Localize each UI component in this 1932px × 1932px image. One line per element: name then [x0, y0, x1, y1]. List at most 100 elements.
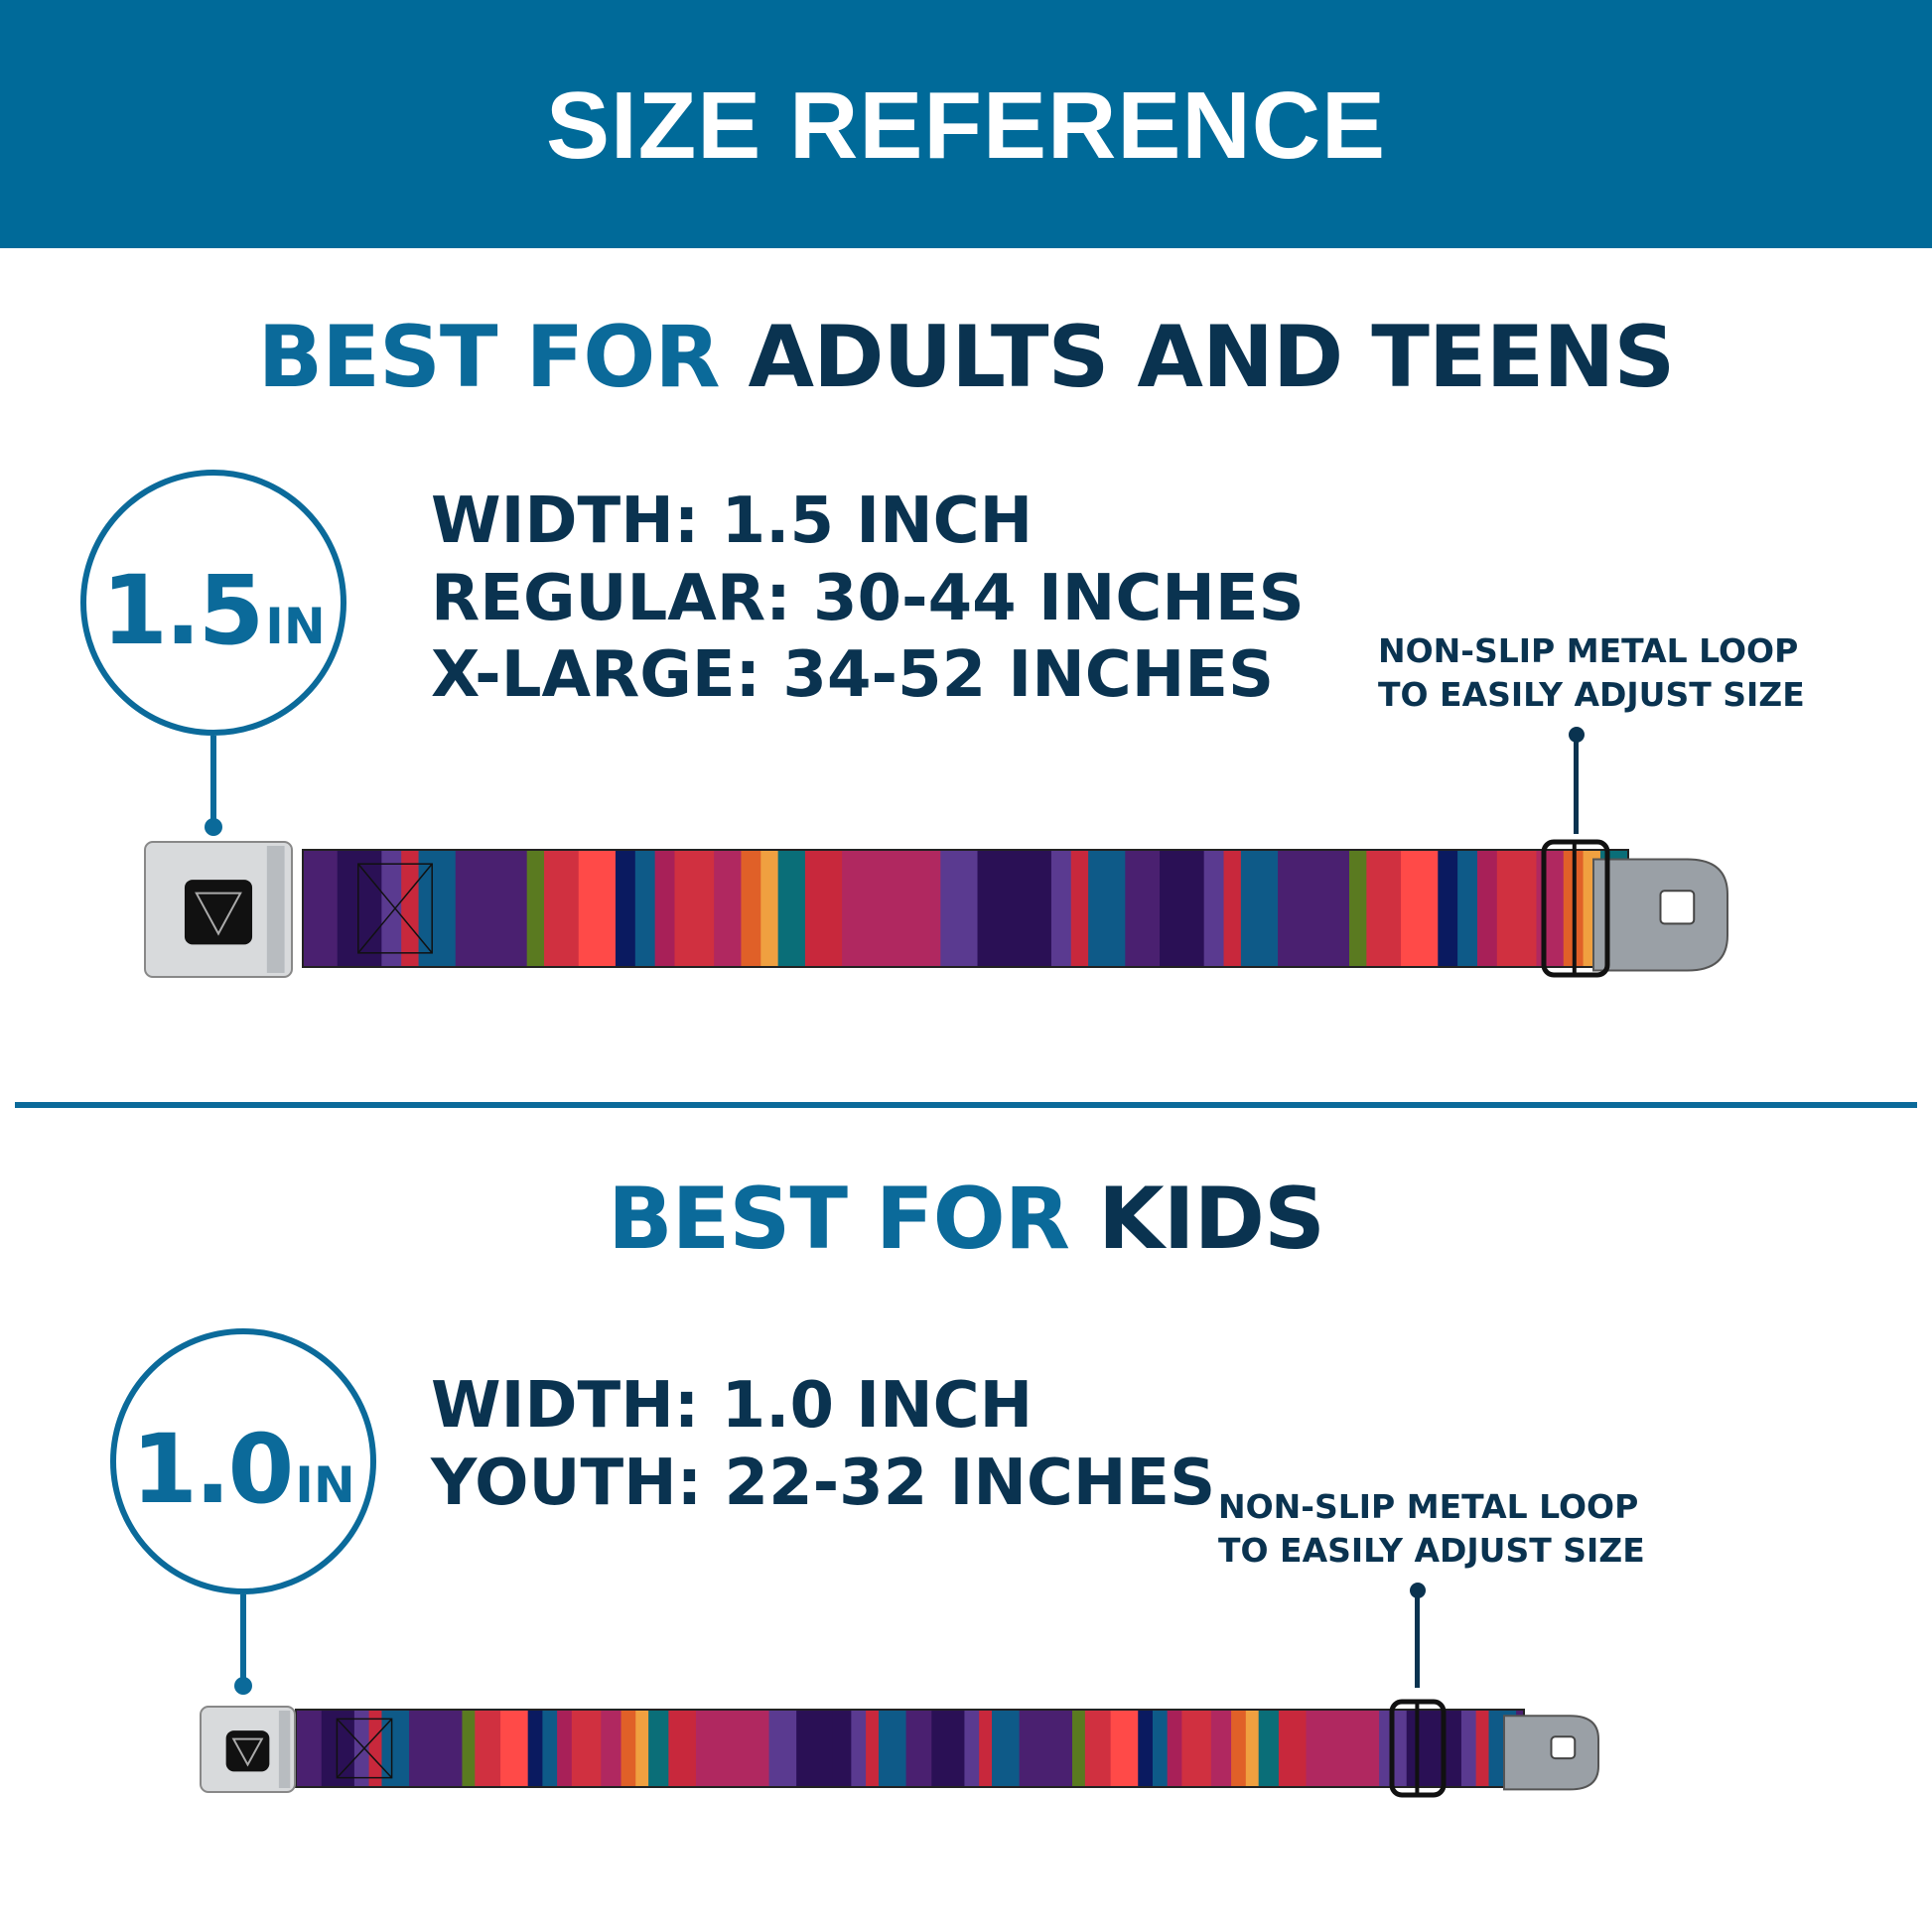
belt-stripe — [1223, 850, 1242, 967]
belt-stripe — [851, 1710, 867, 1787]
belt-stripe — [557, 1710, 573, 1787]
belt-stripe — [621, 1710, 636, 1787]
belt-stripe — [777, 850, 806, 967]
belt-stripe — [1084, 1710, 1112, 1787]
adult-belt-image — [144, 839, 1728, 978]
belt-stripe — [401, 850, 420, 967]
belt-stripe — [1438, 850, 1458, 967]
belt-stripe — [674, 850, 715, 967]
kids-belt-image — [200, 1699, 1599, 1798]
belt-stripe — [964, 1710, 980, 1787]
metal-loop — [1389, 1699, 1447, 1798]
metal-loop — [1541, 839, 1610, 978]
belt-stripe — [1160, 850, 1205, 967]
belt-stripe — [368, 1710, 382, 1787]
belt-stripe — [1088, 850, 1126, 967]
belt-stripe — [409, 1710, 463, 1787]
belt-stripe — [1125, 850, 1161, 967]
note-line: TO EASILY ADJUST SIZE — [1218, 1531, 1645, 1570]
belt-stripe — [804, 850, 843, 967]
width-badge-kids: 1.0 IN — [110, 1328, 376, 1594]
belt-stripe — [578, 850, 617, 967]
belt-stripe — [992, 1710, 1021, 1787]
width-badge-adult: 1.5 IN — [80, 470, 346, 736]
belt-stripe — [296, 1710, 323, 1787]
belt-stripe — [714, 850, 742, 967]
belt-stripe — [842, 850, 917, 967]
spec-width: WIDTH: 1.0 INCH — [431, 1369, 1034, 1443]
belt-stripe — [796, 1710, 834, 1787]
belt-stripe — [1401, 850, 1439, 967]
stitch-box — [336, 1718, 393, 1779]
belt-stripe — [500, 1710, 529, 1787]
title-main: ADULTS AND TEENS — [748, 308, 1676, 407]
loop-note: NON-SLIP METAL LOOP TO EASILY ADJUST SIZ… — [1378, 629, 1805, 717]
belt-stripe — [1027, 850, 1052, 967]
belt-stripe — [381, 850, 402, 967]
header-banner — [0, 0, 1932, 248]
belt-stripe — [527, 1710, 543, 1787]
tab-hole — [1550, 1735, 1577, 1760]
belt-stripe — [695, 1710, 752, 1787]
belt-stripe — [1110, 1710, 1139, 1787]
belt-strap — [295, 1709, 1525, 1788]
title-prefix: BEST FOR — [608, 1170, 1070, 1269]
belt-stripe — [475, 1710, 501, 1787]
note-line: NON-SLIP METAL LOOP — [1218, 1487, 1639, 1526]
belt-stripe — [544, 850, 580, 967]
spec-width: WIDTH: 1.5 INCH — [431, 484, 1034, 558]
belt-stripe — [668, 1710, 697, 1787]
belt-stripe — [571, 1710, 602, 1787]
belt-stripe — [1019, 1710, 1073, 1787]
adults-section-title: BEST FOR ADULTS AND TEENS — [0, 308, 1932, 407]
belt-stripe — [832, 1710, 852, 1787]
spec-regular: REGULAR: 30-44 INCHES — [431, 562, 1305, 635]
note-line: NON-SLIP METAL LOOP — [1378, 631, 1799, 670]
connector-dot — [205, 818, 222, 836]
loop-note: NON-SLIP METAL LOOP TO EASILY ADJUST SIZ… — [1218, 1485, 1645, 1573]
belt-stripe — [615, 850, 636, 967]
belt-stripe — [741, 850, 761, 967]
belt-stripe — [418, 850, 457, 967]
belt-stripe — [1138, 1710, 1154, 1787]
spec-xlarge: X-LARGE: 34-52 INCHES — [431, 638, 1275, 712]
belt-stripe — [1070, 850, 1089, 967]
belt-stripe — [542, 1710, 558, 1787]
belt-stripe — [1306, 1710, 1362, 1787]
belt-stripe — [866, 1710, 880, 1787]
belt-stripe — [977, 850, 1028, 967]
bd-logo-icon — [225, 1730, 270, 1772]
page-title: SIZE REFERENCE — [545, 72, 1387, 179]
badge-unit: IN — [265, 598, 326, 655]
belt-stripe — [353, 1710, 370, 1787]
belt-stripe — [915, 850, 941, 967]
note-line: TO EASILY ADJUST SIZE — [1378, 675, 1805, 714]
title-prefix: BEST FOR — [257, 308, 721, 407]
belt-stripe — [878, 1710, 907, 1787]
badge-unit: IN — [295, 1456, 355, 1514]
note-pin — [1574, 735, 1579, 834]
belt-stripe — [1457, 850, 1478, 967]
belt-stripe — [1278, 1710, 1308, 1787]
belt-stripe — [1406, 1710, 1445, 1787]
belt-stripe — [1245, 1710, 1260, 1787]
belt-stripe — [940, 850, 979, 967]
stitch-box — [357, 863, 433, 954]
belt-stripe — [1443, 1710, 1462, 1787]
belt-stripe — [526, 850, 545, 967]
belt-stripe — [1210, 1710, 1232, 1787]
badge-value: 1.0 — [131, 1414, 294, 1525]
belt-stripe — [648, 1710, 669, 1787]
belt-stripe — [381, 1710, 410, 1787]
belt-stripe — [1152, 1710, 1169, 1787]
belt-stripe — [1536, 850, 1565, 967]
belt-strap — [302, 849, 1629, 968]
belt-stripe — [1460, 1710, 1477, 1787]
belt-stripe — [905, 1710, 932, 1787]
belt-stripe — [601, 1710, 622, 1787]
title-main: KIDS — [1097, 1170, 1325, 1269]
badge-value: 1.5 — [101, 555, 264, 666]
badge-connector — [210, 736, 216, 825]
belt-stripe — [634, 850, 656, 967]
belt-stripe — [1475, 1710, 1490, 1787]
